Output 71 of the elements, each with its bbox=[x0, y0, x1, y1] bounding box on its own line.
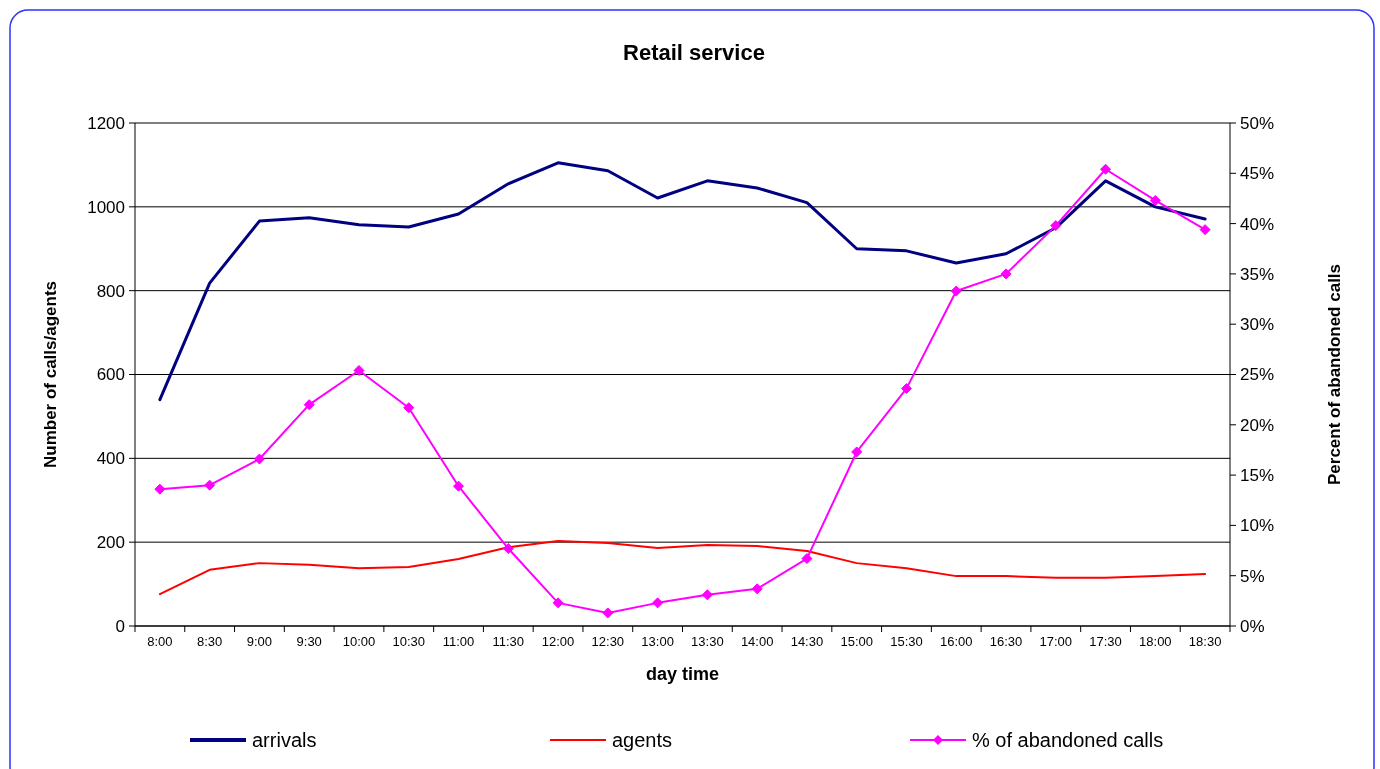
y2-tick-label: 40% bbox=[1240, 214, 1275, 234]
point bbox=[1100, 163, 1112, 175]
point bbox=[900, 383, 912, 395]
y2-tick-label: 25% bbox=[1240, 365, 1275, 385]
x-tick-label: 12:30 bbox=[591, 634, 625, 649]
y-axis-title: Number of calls/agents bbox=[41, 280, 60, 469]
point bbox=[403, 402, 415, 414]
point bbox=[303, 399, 315, 411]
y-tick-label: 1200 bbox=[87, 113, 125, 133]
line-series bbox=[158, 539, 1207, 596]
y-tick-label: 200 bbox=[96, 533, 125, 553]
x-tick-label: 18:30 bbox=[1188, 634, 1222, 649]
point bbox=[1000, 268, 1012, 280]
y2-tick-label: 15% bbox=[1240, 466, 1275, 486]
point bbox=[154, 483, 166, 495]
point bbox=[751, 583, 763, 595]
point bbox=[1199, 224, 1211, 236]
point bbox=[851, 446, 863, 458]
x-tick-label: 12:00 bbox=[541, 634, 575, 649]
y-tick-label: 800 bbox=[96, 281, 125, 301]
x-tick-label: 15:00 bbox=[840, 634, 873, 649]
x-tick-label: 11:30 bbox=[492, 634, 525, 649]
point bbox=[353, 364, 365, 376]
legend-label: agents bbox=[612, 729, 673, 751]
x-tick-label: 18:00 bbox=[1139, 634, 1172, 649]
x-tick-label: 8:30 bbox=[197, 634, 223, 649]
y2-axis-title: Percent of abandoned calls bbox=[1325, 263, 1344, 486]
line-series bbox=[158, 161, 1207, 402]
point bbox=[652, 597, 664, 609]
y2-tick-label: 30% bbox=[1240, 315, 1275, 335]
x-tick-label: 9:30 bbox=[296, 634, 322, 649]
y-tick-label: 1000 bbox=[87, 197, 125, 217]
point bbox=[1050, 220, 1062, 232]
x-tick-label: 10:30 bbox=[392, 634, 426, 649]
x-tick-label: 10:00 bbox=[342, 634, 376, 649]
point bbox=[1149, 194, 1161, 206]
x-tick-label: 17:30 bbox=[1089, 634, 1122, 649]
point bbox=[204, 479, 216, 491]
y2-tick-label: 10% bbox=[1240, 516, 1275, 536]
point bbox=[453, 480, 465, 492]
y2-tick-label: 5% bbox=[1240, 566, 1265, 586]
x-tick-label: 16:30 bbox=[989, 634, 1023, 649]
point bbox=[552, 597, 564, 609]
point bbox=[950, 285, 962, 297]
point bbox=[502, 543, 514, 555]
point bbox=[701, 589, 713, 601]
chart-title: Retail service bbox=[623, 40, 765, 65]
x-tick-label: 14:00 bbox=[740, 634, 774, 649]
point bbox=[801, 553, 813, 565]
x-tick-label: 17:00 bbox=[1039, 634, 1073, 649]
y2-tick-label: 50% bbox=[1240, 113, 1275, 133]
legend-label: % of abandoned calls bbox=[972, 729, 1164, 751]
x-tick-label: 14:30 bbox=[790, 634, 824, 649]
x-tick-label: 13:00 bbox=[641, 634, 674, 649]
x-axis-title: day time bbox=[645, 664, 720, 684]
x-tick-label: 16:00 bbox=[939, 634, 973, 649]
point bbox=[602, 607, 614, 619]
point bbox=[253, 453, 265, 465]
x-tick-label: 13:30 bbox=[691, 634, 724, 649]
y-tick-label: 0 bbox=[115, 616, 125, 636]
y2-tick-label: 45% bbox=[1240, 164, 1275, 184]
x-tick-label: 11:00 bbox=[442, 634, 475, 649]
y2-tick-label: 20% bbox=[1240, 415, 1275, 435]
x-tick-label: 15:30 bbox=[890, 634, 923, 649]
x-tick-label: 8:00 bbox=[147, 634, 173, 649]
y2-tick-label: 0% bbox=[1240, 616, 1265, 636]
y-tick-label: 400 bbox=[96, 449, 125, 469]
y2-tick-label: 35% bbox=[1240, 264, 1275, 284]
y-tick-label: 600 bbox=[96, 365, 125, 385]
x-tick-label: 9:00 bbox=[246, 634, 273, 649]
legend-label: arrivals bbox=[252, 729, 317, 751]
